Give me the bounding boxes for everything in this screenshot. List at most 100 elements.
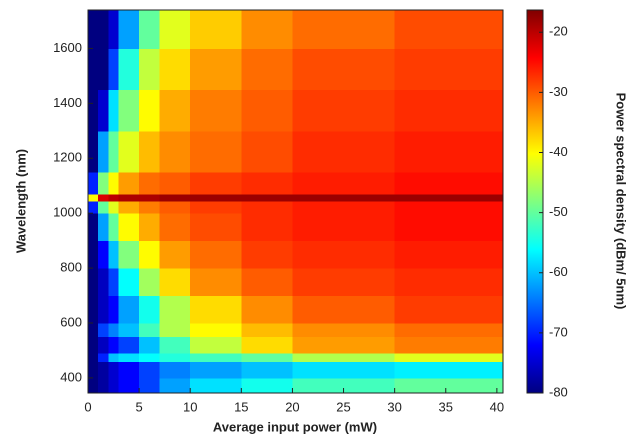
heatmap-cell <box>292 193 396 202</box>
heatmap-cell <box>88 240 99 269</box>
heatmap-cell <box>241 48 293 91</box>
heatmap-cell <box>241 268 293 297</box>
heatmap-cell <box>139 268 161 297</box>
heatmap-cell <box>241 295 293 324</box>
heatmap-cell <box>190 48 242 91</box>
heatmap-cell <box>292 353 396 362</box>
heatmap-cell <box>139 171 161 195</box>
heatmap-cell <box>190 361 242 379</box>
heatmap-cell <box>241 193 293 202</box>
heatmap-cell <box>98 295 109 324</box>
colorbar <box>526 9 544 394</box>
heatmap-cell <box>98 130 109 173</box>
heatmap-cell <box>98 48 109 91</box>
heatmap-cell <box>190 193 242 202</box>
heatmap-cell <box>159 48 191 91</box>
heatmap-cell <box>88 48 99 91</box>
heatmap-cell <box>241 213 293 242</box>
heatmap-cell <box>190 336 242 354</box>
heatmap-cell <box>118 193 140 202</box>
heatmap-cell <box>159 336 191 354</box>
heatmap-cell <box>241 240 293 269</box>
heatmap-cell <box>394 89 504 132</box>
heatmap-cell <box>108 130 120 173</box>
heatmap-cell <box>241 171 293 195</box>
heatmap-cell <box>292 322 396 338</box>
heatmap-cell <box>241 336 293 354</box>
heatmap-cell <box>88 213 99 242</box>
heatmap-cell <box>88 200 99 214</box>
heatmap-cell <box>394 200 504 214</box>
heatmap-cell <box>394 213 504 242</box>
heatmap-cell <box>88 295 99 324</box>
heatmap-cell <box>98 193 109 202</box>
heatmap-cell <box>88 171 99 195</box>
heatmap-cell <box>394 130 504 173</box>
x-tick-label: 5 <box>135 399 142 414</box>
heatmap-cell <box>139 213 161 242</box>
heatmap-cell <box>108 193 120 202</box>
heatmap-cell <box>98 213 109 242</box>
heatmap-cell <box>241 361 293 379</box>
heatmap-cell <box>108 268 120 297</box>
heatmap-cell <box>139 377 161 394</box>
heatmap-cell <box>394 322 504 338</box>
heatmap-cell <box>118 10 140 49</box>
heatmap-cell <box>88 322 99 338</box>
heatmap-cell <box>190 322 242 338</box>
heatmap-cell <box>108 213 120 242</box>
heatmap-cell <box>139 322 161 338</box>
heatmap-cell <box>292 130 396 173</box>
heatmap-cell <box>292 10 396 49</box>
heatmap-cell <box>139 48 161 91</box>
heatmap-cell <box>118 48 140 91</box>
heatmap-cell <box>108 48 120 91</box>
heatmap <box>88 10 504 394</box>
heatmap-cell <box>190 295 242 324</box>
x-tick-label: 30 <box>387 399 401 414</box>
heatmap-cell <box>190 213 242 242</box>
heatmap-cell <box>394 353 504 362</box>
heatmap-cell <box>139 193 161 202</box>
heatmap-cell <box>118 268 140 297</box>
heatmap-cell <box>108 361 120 379</box>
heatmap-cell <box>108 353 120 362</box>
heatmap-cell <box>394 10 504 49</box>
heatmap-cell <box>118 336 140 354</box>
heatmap-cell <box>108 322 120 338</box>
heatmap-cell <box>394 240 504 269</box>
heatmap-cell <box>98 240 109 269</box>
heatmap-cell <box>241 377 293 394</box>
heatmap-cell <box>98 361 109 379</box>
heatmap-cell <box>88 353 99 362</box>
heatmap-cell <box>98 200 109 214</box>
y-tick-label: 1000 <box>53 205 82 220</box>
heatmap-cell <box>159 200 191 214</box>
heatmap-cell <box>98 171 109 195</box>
heatmap-cell <box>190 240 242 269</box>
heatmap-cell <box>394 48 504 91</box>
heatmap-cell <box>88 193 99 202</box>
heatmap-cell <box>241 200 293 214</box>
y-tick-label: 1400 <box>53 95 82 110</box>
heatmap-cell <box>88 336 99 354</box>
heatmap-cell <box>292 171 396 195</box>
heatmap-cell <box>190 130 242 173</box>
heatmap-cell <box>88 89 99 132</box>
heatmap-cell <box>139 89 161 132</box>
heatmap-cell <box>118 200 140 214</box>
heatmap-cell <box>394 171 504 195</box>
heatmap-cell <box>292 89 396 132</box>
x-tick-label: 15 <box>234 399 248 414</box>
x-axis-label: Average input power (mW) <box>213 419 377 434</box>
heatmap-cell <box>159 213 191 242</box>
heatmap-cell <box>190 268 242 297</box>
heatmap-cell <box>190 89 242 132</box>
heatmap-cell <box>241 353 293 362</box>
heatmap-cell <box>292 268 396 297</box>
heatmap-cell <box>292 240 396 269</box>
colorbar-tick-label: -60 <box>549 264 568 279</box>
heatmap-cell <box>139 336 161 354</box>
heatmap-cell <box>159 10 191 49</box>
